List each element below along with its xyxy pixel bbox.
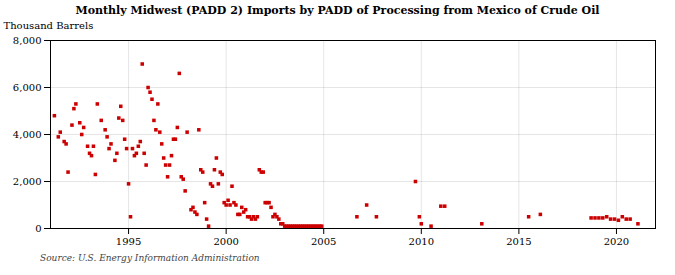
svg-text:1995: 1995 (116, 236, 141, 247)
html-text:Source: U.S. Energy Informatio: Source: U.S. Energy Information Administ… (40, 253, 260, 263)
svg-text:2020: 2020 (604, 236, 629, 247)
svg-text:2010: 2010 (409, 236, 434, 247)
svg-text:2005: 2005 (311, 236, 336, 247)
svg-text:2,000: 2,000 (13, 176, 42, 187)
svg-text:0: 0 (35, 223, 41, 234)
svg-text:4,000: 4,000 (13, 129, 42, 140)
html-text:Monthly Midwest (PADD 2) Impor: Monthly Midwest (PADD 2) Imports by PADD… (75, 4, 600, 17)
svg-text:6,000: 6,000 (13, 82, 42, 93)
svg-text:8,000: 8,000 (13, 35, 42, 46)
svg-text:Thousand Barrels: Thousand Barrels (4, 20, 94, 31)
svg-text:2015: 2015 (506, 236, 531, 247)
svg-text:2000: 2000 (213, 236, 238, 247)
